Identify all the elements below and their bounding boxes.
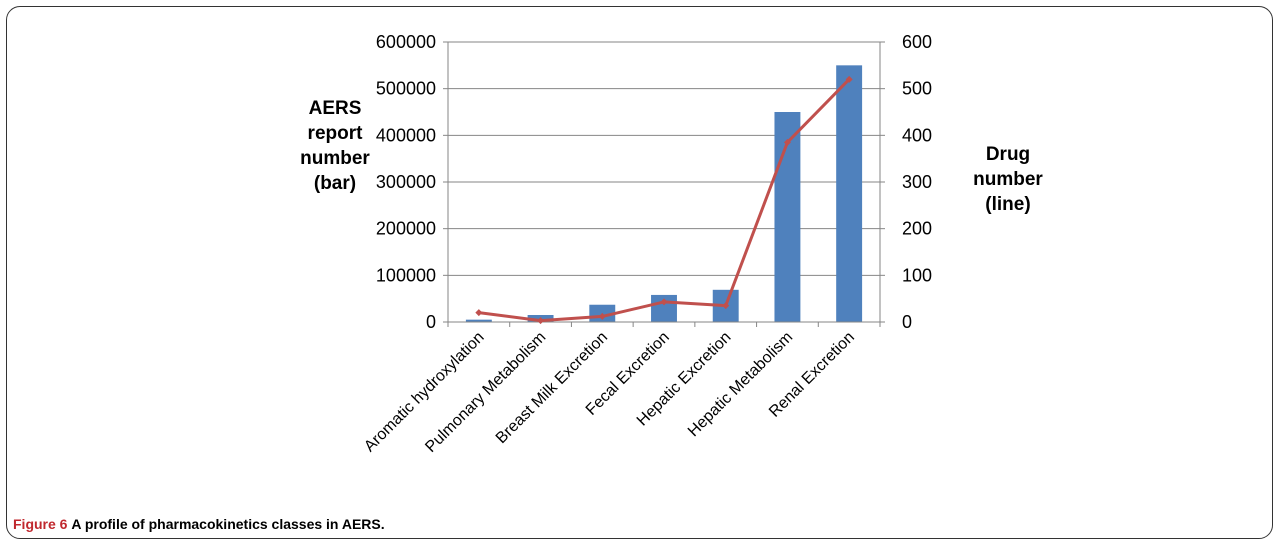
left-tick-label: 500000 bbox=[376, 79, 436, 99]
figure-caption: Figure 6 A profile of pharmacokinetics c… bbox=[13, 516, 385, 532]
line-marker bbox=[660, 298, 668, 306]
left-axis-title-line: AERS bbox=[308, 98, 362, 119]
right-tick-label: 200 bbox=[902, 219, 932, 239]
figure-frame bbox=[6, 6, 1273, 539]
x-category-label: Pulmonary Metabolism bbox=[422, 329, 549, 456]
line-marker bbox=[598, 312, 606, 320]
left-tick-label: 100000 bbox=[376, 265, 436, 285]
right-tick-label: 600 bbox=[902, 32, 932, 52]
left-axis-title-line: report bbox=[307, 123, 363, 144]
line-marker bbox=[722, 302, 730, 310]
bar bbox=[465, 319, 492, 322]
right-axis-title: Drug number (line) bbox=[958, 142, 1058, 217]
left-tick-label: 300000 bbox=[376, 172, 436, 192]
line-marker bbox=[845, 75, 853, 83]
bar bbox=[836, 65, 863, 322]
line-marker bbox=[537, 317, 545, 325]
left-axis-title: AERS report number (bar) bbox=[280, 96, 390, 196]
right-axis-title-line: Drug bbox=[985, 144, 1031, 165]
x-category-label: Aromatic hydroxylation bbox=[361, 329, 487, 455]
line-marker bbox=[783, 138, 791, 146]
right-tick-label: 500 bbox=[902, 79, 932, 99]
right-axis-title-line: number bbox=[973, 169, 1043, 190]
right-tick-label: 100 bbox=[902, 265, 932, 285]
right-tick-label: 400 bbox=[902, 125, 932, 145]
bar bbox=[774, 112, 801, 322]
right-axis-title-line: (line) bbox=[985, 194, 1031, 215]
left-tick-label: 200000 bbox=[376, 219, 436, 239]
caption-label: Figure 6 bbox=[13, 516, 68, 532]
left-tick-label: 600000 bbox=[376, 32, 436, 52]
x-category-label: Breast Milk Excretion bbox=[493, 329, 611, 447]
x-category-label: Hepatic Metabolism bbox=[685, 329, 796, 440]
right-tick-label: 0 bbox=[902, 312, 912, 332]
left-axis-title-line: (bar) bbox=[313, 173, 357, 194]
left-axis-title-line: number bbox=[300, 148, 370, 169]
right-tick-label: 300 bbox=[902, 172, 932, 192]
caption-text: A profile of pharmacokinetics classes in… bbox=[71, 516, 385, 532]
left-tick-label: 0 bbox=[426, 312, 436, 332]
left-tick-label: 400000 bbox=[376, 125, 436, 145]
line-marker bbox=[475, 309, 483, 317]
